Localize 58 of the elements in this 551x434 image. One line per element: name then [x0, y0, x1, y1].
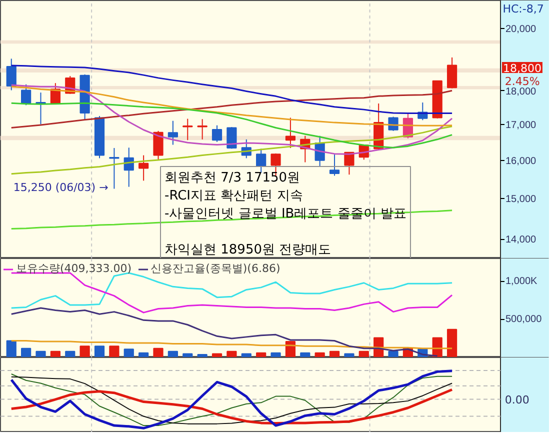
legend-label: 보유수량(409,333.00)	[16, 261, 132, 276]
candlestick	[36, 92, 46, 125]
text: 0.00	[504, 394, 530, 407]
bar	[285, 341, 296, 357]
candlestick	[6, 58, 16, 91]
candlestick	[182, 118, 193, 141]
bar	[80, 346, 90, 357]
y-tick-label: 14,000	[506, 234, 537, 246]
bar	[182, 353, 193, 357]
bar	[124, 348, 134, 357]
bar	[36, 350, 46, 357]
candlestick	[21, 84, 32, 106]
candlestick	[153, 130, 164, 160]
bar	[270, 352, 281, 357]
candlestick	[344, 152, 354, 176]
line-series	[10, 307, 438, 357]
y-tick-label: 18,000	[506, 86, 537, 98]
bar	[50, 350, 60, 357]
bar	[65, 350, 76, 357]
candlestick	[285, 117, 296, 149]
bar	[226, 350, 237, 357]
y-tick-label: 17,000	[506, 120, 537, 132]
text: 18,800	[502, 62, 542, 75]
legend-label: 신용잔고율(종목별)(6.86)	[150, 261, 280, 276]
y-tick-label: 20,000	[506, 24, 537, 36]
bar	[197, 354, 208, 357]
candlestick	[197, 118, 208, 140]
bar	[94, 346, 105, 357]
bar	[6, 340, 16, 357]
bar	[212, 353, 222, 357]
annotation: 15,250 (06/03) →	[13, 181, 108, 194]
bar	[256, 352, 266, 357]
text: HC:-8,7	[502, 2, 544, 16]
candlestick	[168, 120, 178, 146]
bar	[344, 353, 354, 357]
candlestick	[138, 154, 149, 182]
y-tick-label: 1,000K	[506, 276, 538, 287]
candlestick	[212, 124, 222, 142]
bar	[168, 350, 178, 357]
y-tick-label: 500,000	[506, 314, 542, 325]
line-series	[10, 340, 453, 350]
y-tick-label: 15,000	[506, 194, 537, 206]
bar	[241, 353, 252, 357]
bar	[446, 328, 458, 357]
bar	[358, 350, 369, 357]
bar	[153, 348, 164, 357]
candlestick	[329, 154, 340, 176]
bar	[300, 352, 310, 357]
y-tick-label: 16,000	[506, 156, 537, 167]
bar	[388, 350, 398, 357]
candlestick	[446, 56, 458, 89]
bar	[138, 352, 149, 357]
bar	[314, 352, 325, 357]
bar	[329, 350, 340, 357]
candlestick	[256, 148, 266, 174]
bar	[109, 346, 120, 357]
bar	[21, 348, 32, 357]
text: 2.45%	[504, 75, 540, 88]
